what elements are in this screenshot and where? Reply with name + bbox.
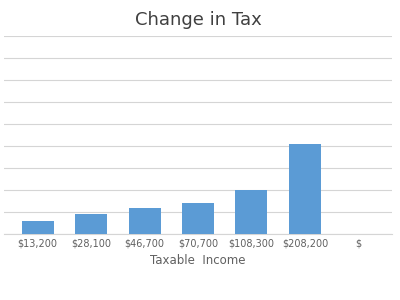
Title: Change in Tax: Change in Tax	[135, 11, 261, 29]
Bar	[289, 144, 321, 234]
Bar	[75, 214, 107, 234]
Bar	[22, 221, 54, 234]
Bar	[128, 208, 160, 234]
Bar	[236, 190, 268, 234]
Bar	[182, 203, 214, 234]
X-axis label: Taxable  Income: Taxable Income	[150, 254, 246, 267]
